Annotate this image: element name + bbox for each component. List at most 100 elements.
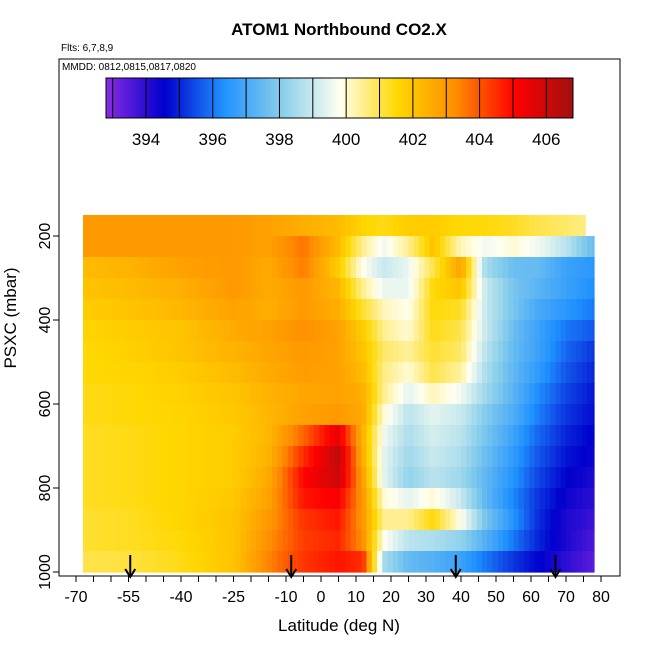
heatmap-cell: [98, 215, 105, 237]
heatmap-cell: [566, 551, 572, 573]
heatmap-cell: [303, 341, 310, 363]
colorbar-segment: [320, 78, 324, 118]
heatmap-cell: [524, 278, 530, 300]
heatmap-cell: [266, 299, 273, 321]
colorbar-segment: [418, 78, 422, 118]
x-tick-label: 0: [317, 589, 326, 606]
heatmap-cell: [182, 362, 189, 384]
heatmap-cell: [503, 362, 509, 384]
colorbar-segment: [164, 78, 168, 118]
heatmap-cell: [403, 404, 410, 426]
heatmap-cell: [382, 278, 389, 300]
heatmap-cell: [319, 425, 326, 447]
heatmap-cell: [140, 383, 147, 405]
heatmap-cell: [513, 320, 520, 342]
heatmap-cell: [198, 236, 205, 258]
heatmap-cell: [476, 488, 483, 510]
heatmap-cell: [545, 383, 551, 405]
colorbar-segment: [248, 78, 252, 118]
heatmap-cell: [177, 509, 184, 531]
heatmap-cell: [256, 320, 263, 342]
heatmap-cell: [319, 467, 326, 489]
heatmap-cell: [266, 488, 273, 510]
heatmap-cell: [345, 467, 352, 489]
heatmap-cell: [298, 446, 305, 468]
heatmap-cell: [319, 362, 326, 384]
heatmap-cell: [119, 404, 126, 426]
heatmap-cell: [219, 362, 226, 384]
heatmap-cell: [529, 425, 536, 447]
colorbar-segment: [255, 78, 259, 118]
heatmap-cell: [172, 488, 179, 510]
heatmap-cell: [245, 509, 252, 531]
heatmap-cell: [230, 488, 236, 510]
heatmap-cell: [335, 467, 341, 489]
heatmap-cell: [209, 509, 215, 531]
heatmap-cell: [340, 299, 347, 321]
heatmap-cell: [434, 341, 441, 363]
heatmap-cell: [387, 362, 394, 384]
heatmap-cell: [109, 551, 116, 573]
heatmap-cell: [545, 215, 551, 237]
heatmap-cell: [440, 362, 446, 384]
heatmap-cell: [98, 341, 105, 363]
heatmap-cell: [524, 299, 530, 321]
heatmap-cell: [287, 425, 294, 447]
heatmap-cell: [135, 530, 142, 552]
colorbar-segment: [430, 78, 434, 118]
colorbar-segment: [435, 78, 439, 118]
heatmap-cell: [508, 488, 515, 510]
heatmap-cell: [209, 467, 215, 489]
colorbar-segment: [267, 78, 270, 118]
heatmap-cell: [98, 530, 105, 552]
colorbar-segment: [402, 78, 406, 118]
heatmap-cell: [382, 299, 389, 321]
heatmap-cell: [487, 425, 494, 447]
heatmap-cell: [497, 425, 504, 447]
heatmap-cell: [209, 215, 215, 237]
heatmap-cell: [340, 446, 347, 468]
colorbar-segment: [213, 78, 217, 118]
colorbar-segment: [514, 78, 518, 118]
heatmap-cell: [167, 236, 173, 258]
heatmap-cell: [513, 551, 520, 573]
heatmap-cell: [214, 257, 221, 279]
heatmap-cell: [377, 551, 383, 573]
heatmap-cell: [282, 341, 289, 363]
heatmap-cell: [555, 404, 562, 426]
heatmap-cell: [382, 257, 389, 279]
heatmap-cell: [361, 383, 368, 405]
heatmap-cell: [156, 257, 163, 279]
heatmap-cell: [534, 467, 541, 489]
heatmap-cell: [413, 488, 420, 510]
heatmap-cell: [413, 341, 420, 363]
heatmap-cell: [455, 362, 462, 384]
heatmap-cell: [340, 383, 347, 405]
heatmap-cell: [308, 362, 315, 384]
heatmap-cell: [371, 299, 378, 321]
heatmap-cell: [387, 278, 394, 300]
heatmap-cell: [251, 341, 257, 363]
heatmap-cell: [188, 488, 194, 510]
heatmap-cell: [413, 404, 420, 426]
heatmap-cell: [440, 278, 446, 300]
heatmap-cell: [83, 236, 89, 258]
heatmap-cell: [282, 278, 289, 300]
heatmap-cell: [492, 404, 499, 426]
heatmap-cell: [272, 551, 278, 573]
heatmap-cell: [497, 509, 504, 531]
heatmap-cell: [219, 299, 226, 321]
heatmap-cell: [345, 404, 352, 426]
heatmap-cell: [277, 425, 284, 447]
heatmap-cell: [256, 404, 263, 426]
heatmap-cell: [140, 551, 147, 573]
heatmap-cell: [455, 530, 462, 552]
heatmap-cell: [261, 215, 268, 237]
heatmap-cell: [135, 488, 142, 510]
heatmap-cell: [403, 509, 410, 531]
heatmap-cell: [424, 530, 431, 552]
heatmap-cell: [146, 446, 152, 468]
heatmap-cell: [497, 551, 504, 573]
colorbar-segment: [292, 78, 296, 118]
heatmap-cell: [298, 215, 305, 237]
